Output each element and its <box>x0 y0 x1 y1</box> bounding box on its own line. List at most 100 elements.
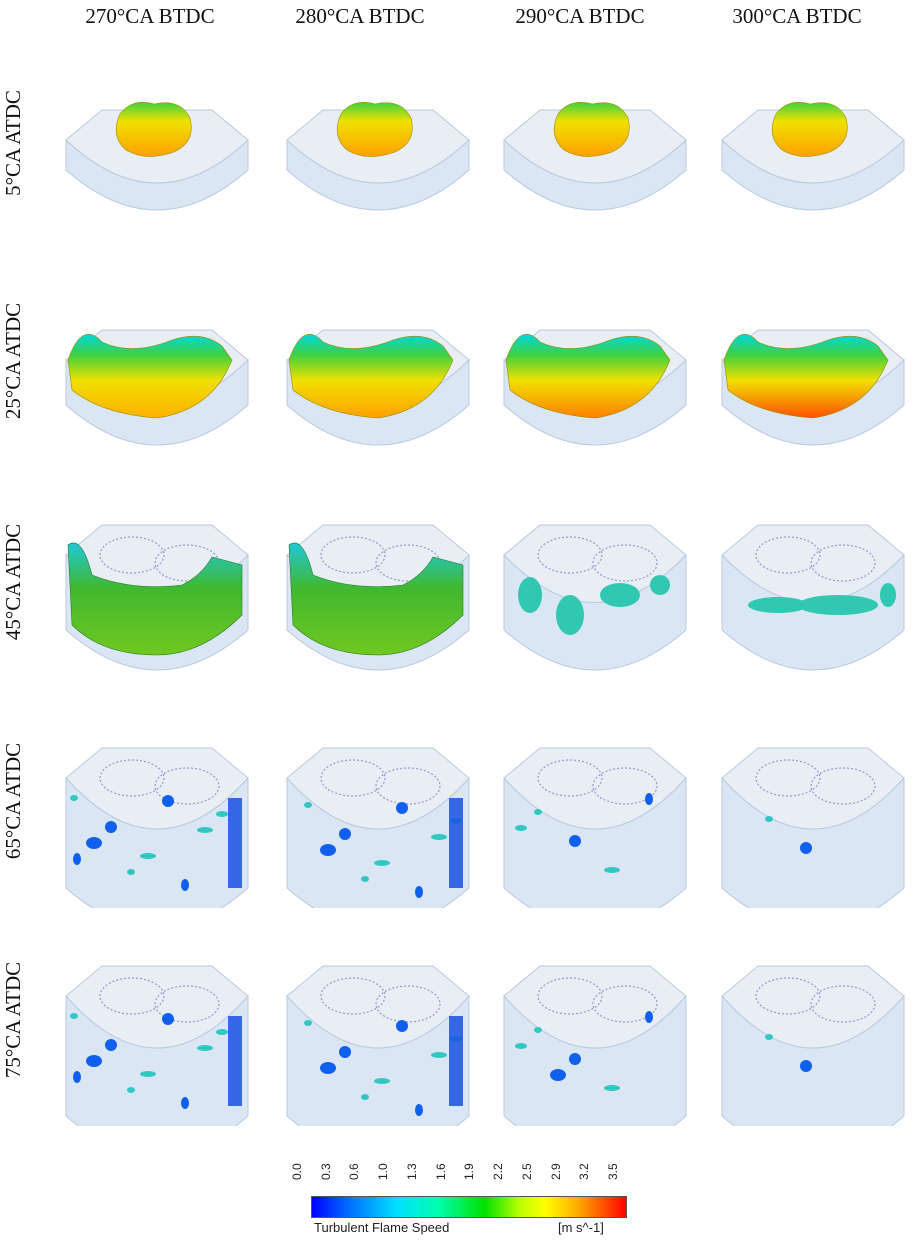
flame-front <box>115 102 192 157</box>
chamber-render <box>721 102 905 211</box>
flame-patch <box>162 1013 174 1025</box>
flame-wall-strip <box>228 798 242 888</box>
flame-front <box>723 333 889 419</box>
chamber-render <box>503 747 687 908</box>
chamber-render <box>721 747 905 908</box>
flame-render-cell <box>283 946 473 1126</box>
chamber-render <box>286 524 470 671</box>
flame-patch <box>140 853 156 859</box>
valve-outline <box>375 767 441 805</box>
chamber-render <box>286 102 470 211</box>
chamber-render <box>721 329 905 446</box>
flame-patch <box>320 844 336 856</box>
valve-outline <box>99 759 165 797</box>
colorbar-legend: 0.0 0.3 0.6 1.0 1.3 1.6 1.9 2.2 2.5 2.9 3.2 3.5 Tur… <box>290 1150 640 1247</box>
flame-render-cell <box>500 290 690 470</box>
row-header-65: 65°CA ATDC <box>1 742 25 860</box>
flame-patch <box>162 795 174 807</box>
chamber-render <box>503 102 687 211</box>
valve-outline <box>375 985 441 1023</box>
flame-patch <box>127 1087 135 1093</box>
flame-front <box>288 542 464 656</box>
flame-patch <box>534 1027 542 1033</box>
colorbar-tick-label: 0.3 <box>318 1163 333 1180</box>
flame-patch <box>396 1020 408 1032</box>
valve-outline <box>320 977 386 1015</box>
chamber-render <box>286 329 470 446</box>
flame-render-cell <box>718 70 908 250</box>
colorbar-ticks: 0.0 0.3 0.6 1.0 1.3 1.6 1.9 2.2 2.5 2.9 3.2 3.5 <box>290 1150 640 1194</box>
colorbar-tick-label: 1.0 <box>376 1163 391 1180</box>
flame-patch <box>600 583 640 607</box>
colorbar-tick-label: 0.6 <box>347 1163 362 1180</box>
colorbar-tick-label: 3.5 <box>606 1163 620 1180</box>
valve-outline <box>592 767 658 805</box>
flame-patch <box>515 825 527 831</box>
flame-patch <box>304 1020 312 1026</box>
valve-outline <box>810 544 876 582</box>
flame-patch <box>86 837 102 849</box>
valve-outline <box>320 536 386 574</box>
colorbar-tick-label: 1.6 <box>433 1163 448 1180</box>
chamber-render <box>721 524 905 671</box>
chamber-render <box>503 965 687 1126</box>
flame-patch <box>431 1052 447 1058</box>
valve-outline <box>99 977 165 1015</box>
flame-patch <box>518 577 542 613</box>
colorbar-tick-label: 1.3 <box>404 1163 419 1180</box>
flame-wall-strip <box>449 1016 463 1106</box>
flame-patch <box>361 1094 369 1100</box>
flame-render-cell <box>500 70 690 250</box>
row-header-5: 5°CA ATDC <box>1 90 25 196</box>
row-header-45: 45°CA ATDC <box>1 523 25 641</box>
colorbar-tick-label: 2.2 <box>491 1163 506 1180</box>
flame-render-cell <box>283 728 473 908</box>
flame-render-cell <box>718 290 908 470</box>
flame-patch <box>181 879 189 891</box>
flame-patch <box>650 575 670 595</box>
flame-patch <box>70 1013 78 1019</box>
valve-outline <box>154 985 220 1023</box>
flame-patch <box>569 1053 581 1065</box>
flame-front <box>288 333 454 419</box>
valve-outline <box>320 759 386 797</box>
flame-render-cell <box>62 290 252 470</box>
flame-render-cell <box>62 505 252 685</box>
row-header-75: 75°CA ATDC <box>1 961 25 1079</box>
valve-outline <box>537 536 603 574</box>
chamber-render <box>503 329 687 446</box>
flame-patch <box>604 1085 620 1091</box>
flame-patch <box>105 821 117 833</box>
valve-outline <box>99 536 165 574</box>
flame-patch <box>374 860 390 866</box>
chamber-render <box>65 747 249 908</box>
valve-outline <box>755 536 821 574</box>
flame-patch <box>197 1045 213 1051</box>
chamber-render <box>65 524 249 671</box>
flame-patch <box>197 827 213 833</box>
flame-patch <box>415 886 423 898</box>
flame-front <box>336 102 413 157</box>
flame-patch <box>800 842 812 854</box>
chamber-render <box>721 965 905 1126</box>
row-header-25: 25°CA ATDC <box>1 302 25 420</box>
chamber-render <box>286 965 470 1126</box>
valve-outline <box>537 977 603 1015</box>
valve-outline <box>537 759 603 797</box>
flame-patch <box>374 1078 390 1084</box>
flame-wall-strip <box>449 798 463 888</box>
valve-outline <box>154 767 220 805</box>
flame-patch <box>181 1097 189 1109</box>
flame-patch <box>645 1011 653 1023</box>
flame-patch <box>431 834 447 840</box>
flame-render-cell <box>500 946 690 1126</box>
flame-patch <box>765 816 773 822</box>
flame-front <box>771 102 848 157</box>
colorbar-gradient <box>311 1196 627 1218</box>
flame-patch <box>798 595 878 615</box>
flame-render-cell <box>283 505 473 685</box>
flame-render-cell <box>718 505 908 685</box>
flame-patch <box>140 1071 156 1077</box>
flame-patch <box>748 597 808 613</box>
flame-wall-strip <box>228 1016 242 1106</box>
